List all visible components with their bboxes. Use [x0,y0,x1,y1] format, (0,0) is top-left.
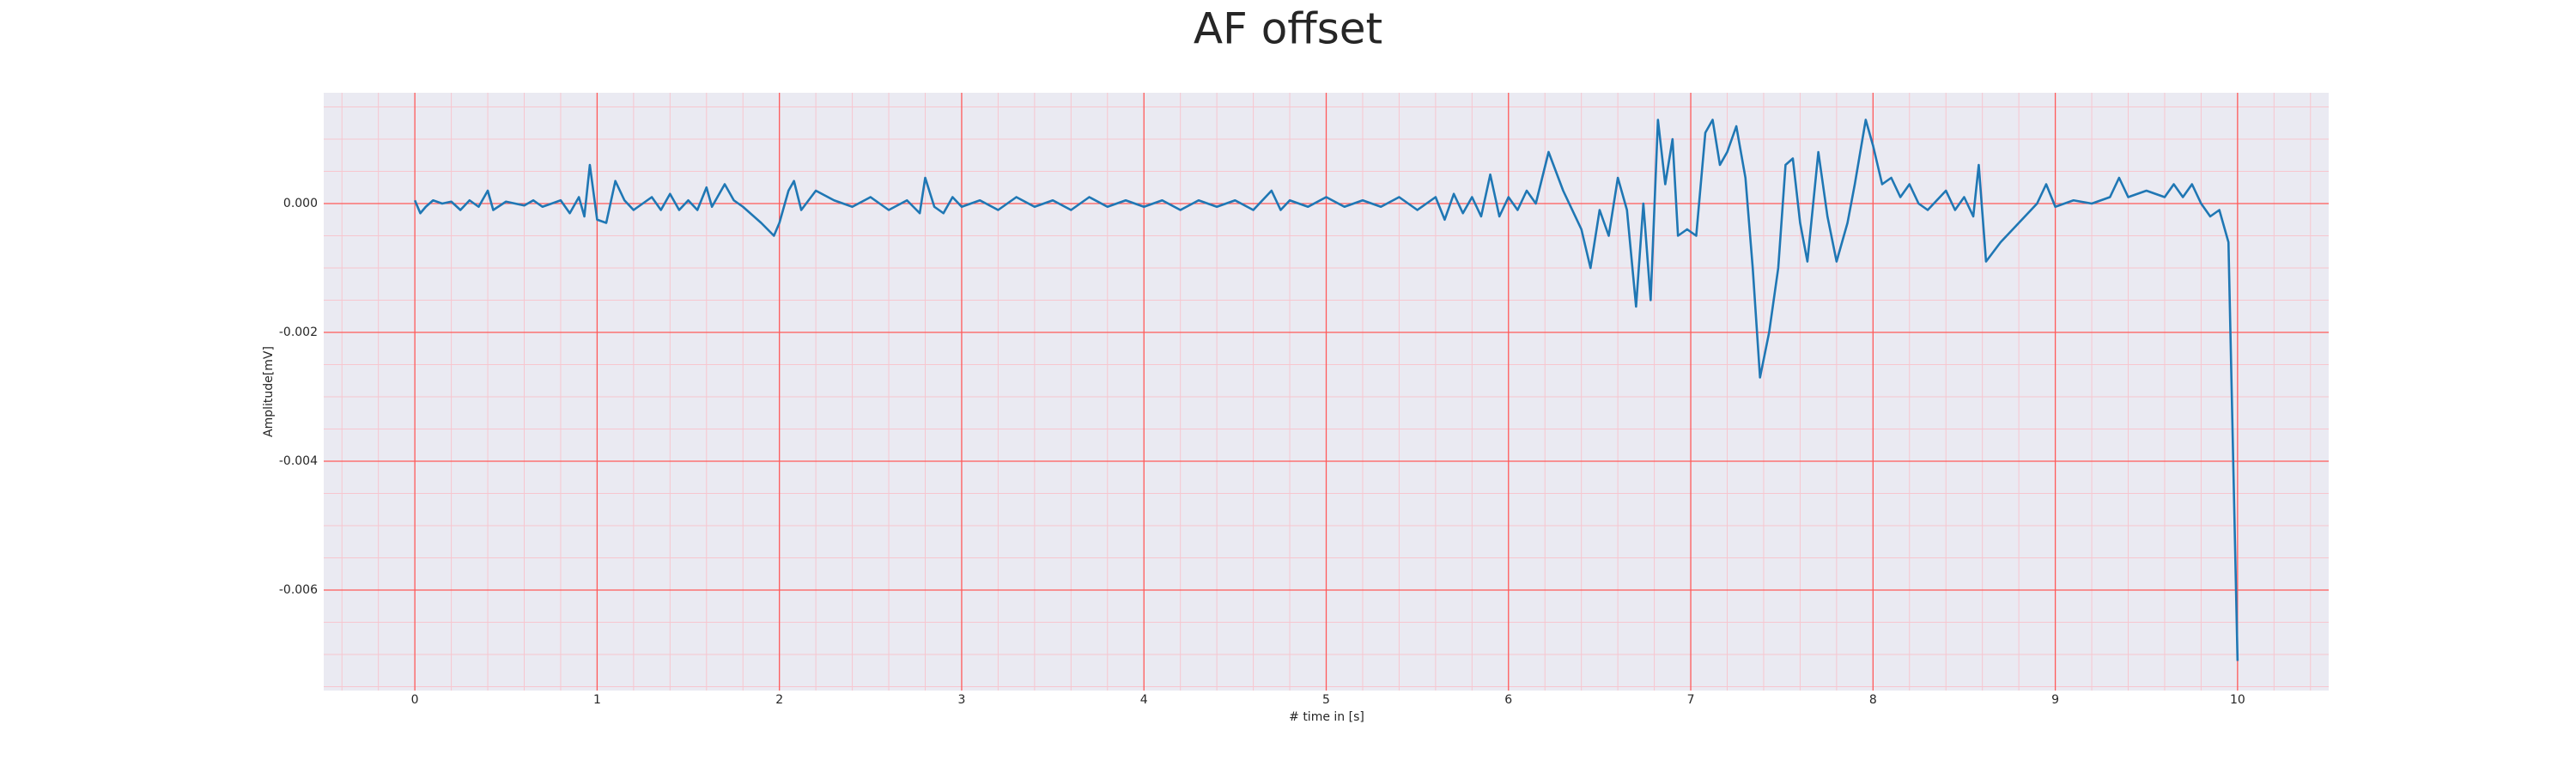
x-tick-label: 2 [775,693,783,707]
major-grid [324,93,2329,691]
x-tick-label: 3 [957,693,965,707]
y-tick-label: 0.000 [283,197,318,210]
x-tick-label: 0 [411,693,419,707]
y-tick-label: -0.006 [279,583,318,597]
x-tick-label: 10 [2230,693,2245,707]
y-tick-label: -0.004 [279,454,318,468]
x-tick-label: 8 [1869,693,1877,707]
x-axis-label: # time in [s] [1289,710,1364,724]
labels: 0 1 2 3 4 5 6 7 8 9 10 0.000 -0.002 -0.004 -0.006 [279,197,2245,707]
x-tick-label: 6 [1504,693,1512,707]
x-tick-label: 1 [593,693,601,707]
y-tick-label: -0.002 [279,326,318,339]
x-tick-label: 5 [1322,693,1330,707]
series [413,119,2239,661]
y-axis-label: Amplitude[mV] [262,346,276,437]
x-tick-label: 4 [1140,693,1148,707]
x-tick-label: 9 [2051,693,2059,707]
x-tick-label: 7 [1687,693,1695,707]
line-series [413,119,2239,661]
chart-title: AF offset [1194,4,1382,54]
